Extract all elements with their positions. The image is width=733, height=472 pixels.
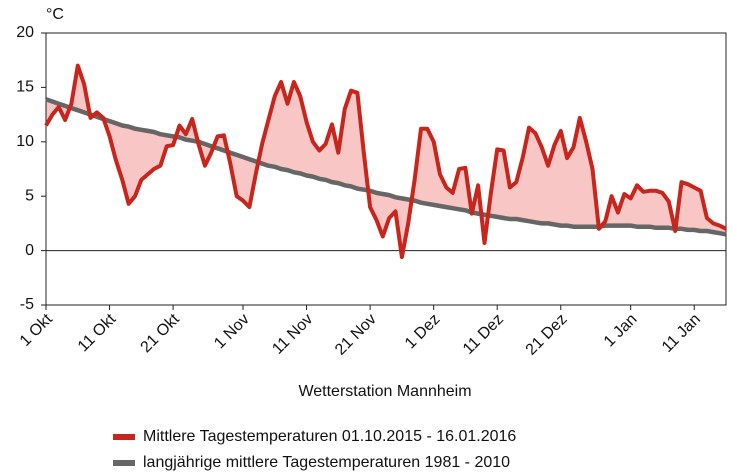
difference-area [46, 65, 726, 258]
x-tick-label: 1 Okt [17, 310, 56, 349]
x-tick-label: 1 Jan [601, 311, 641, 351]
y-tick-label: 15 [16, 79, 34, 96]
x-tick-label: 11 Dez [460, 311, 507, 358]
x-tick-label: 1 Dez [402, 311, 444, 353]
legend-label: langjährige mittlere Tagestemperaturen 1… [143, 454, 510, 471]
x-tick-label: 1 Nov [211, 311, 253, 353]
x-tick-label: 11 Okt [75, 310, 120, 355]
y-tick-label: 10 [16, 133, 34, 150]
x-tick-label: 21 Okt [138, 310, 184, 356]
legend-label: Mittlere Tagestemperaturen 01.10.2015 - … [143, 428, 516, 445]
x-tick-label: 21 Nov [332, 311, 380, 359]
x-tick-label: 21 Dez [523, 311, 571, 359]
series-line [45, 97, 727, 237]
series-line [44, 63, 727, 260]
y-tick-label: 5 [25, 187, 34, 204]
x-axis-label: Wetterstation Mannheim [298, 383, 471, 400]
y-tick-label: 20 [16, 24, 34, 41]
y-tick-label: 0 [25, 242, 34, 259]
y-tick-label: -5 [20, 296, 34, 313]
x-tick-label: 11 Nov [269, 311, 316, 358]
plot-frame [45, 32, 727, 306]
x-tick-label: 11 Jan [659, 311, 704, 356]
y-unit: °C [46, 6, 64, 23]
